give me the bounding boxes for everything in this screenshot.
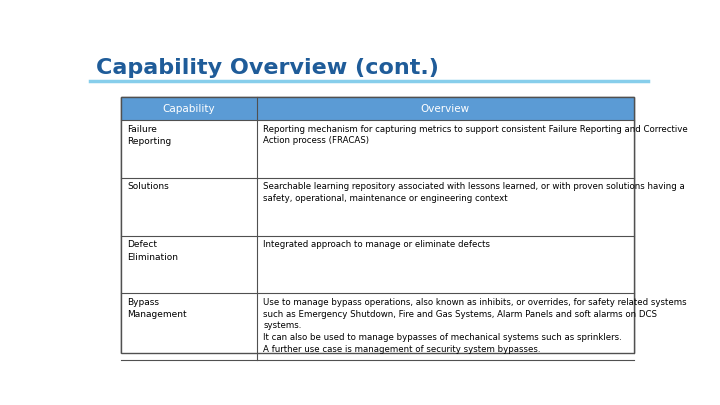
Text: Solutions: Solutions: [127, 182, 169, 192]
Bar: [121, 120, 257, 178]
Bar: [257, 120, 634, 178]
Bar: [257, 293, 634, 360]
Text: Searchable learning repository associated with lessons learned, or with proven s: Searchable learning repository associate…: [264, 182, 685, 203]
Text: Failure
Reporting: Failure Reporting: [127, 125, 171, 146]
Bar: [121, 236, 257, 293]
Bar: [121, 178, 257, 236]
Bar: [257, 97, 634, 120]
Text: Capability Overview (cont.): Capability Overview (cont.): [96, 58, 438, 78]
Text: Bypass
Management: Bypass Management: [127, 298, 187, 319]
Text: Defect
Elimination: Defect Elimination: [127, 240, 179, 262]
Bar: [257, 178, 634, 236]
Bar: [121, 97, 257, 120]
Text: Overview: Overview: [420, 104, 470, 114]
Text: Integrated approach to manage or eliminate defects: Integrated approach to manage or elimina…: [264, 240, 490, 249]
Text: Reporting mechanism for capturing metrics to support consistent Failure Reportin: Reporting mechanism for capturing metric…: [264, 125, 688, 145]
Bar: [121, 97, 634, 353]
Bar: [121, 97, 634, 353]
Bar: [257, 236, 634, 293]
Text: Use to manage bypass operations, also known as inhibits, or overrides, for safet: Use to manage bypass operations, also kn…: [264, 298, 687, 354]
Bar: [121, 293, 257, 360]
Text: Capability: Capability: [163, 104, 215, 114]
